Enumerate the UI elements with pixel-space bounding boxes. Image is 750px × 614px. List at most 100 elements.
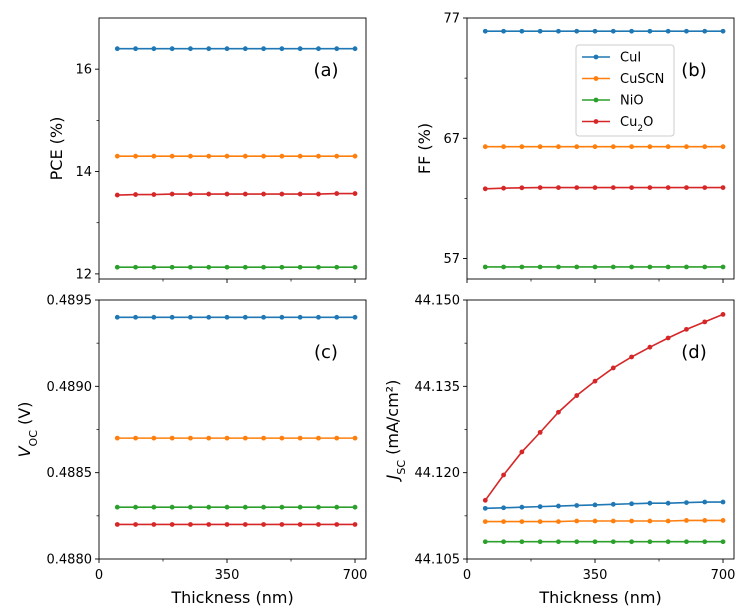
data-point [206,504,212,510]
data-point [684,326,689,332]
data-point [519,144,525,150]
data-point [279,264,285,270]
data-point [261,46,266,52]
y-tick-label: 0.4895 [47,294,93,309]
data-point [334,153,340,159]
data-point [188,435,193,441]
series-line [485,186,724,190]
data-point [279,522,285,527]
series-cu2o [114,522,358,527]
data-point [556,144,561,150]
data-point [316,191,321,197]
data-point [647,539,653,545]
data-point [352,504,358,510]
data-point [169,191,175,197]
data-point [684,539,689,545]
data-point [519,28,525,34]
data-point [665,335,671,341]
data-point [556,185,561,190]
data-point [188,504,193,510]
data-point [702,144,708,150]
x-tick-label: 350 [215,568,240,583]
data-point [647,518,653,524]
data-point [224,191,230,197]
data-point [224,46,230,52]
data-point [574,144,580,150]
y-axis-label: FF (%) [415,123,434,174]
plot-frame [98,299,367,560]
data-point [352,522,358,527]
data-point [242,314,248,320]
legend-swatch-marker [593,119,599,124]
data-point [647,28,653,34]
data-point [242,191,248,197]
data-point [224,264,230,270]
data-point [665,144,671,150]
data-point [316,153,321,159]
data-point [279,435,285,441]
legend-label: Cu2O [620,115,653,134]
data-point [151,435,157,441]
legend-label: CuI [620,51,641,66]
data-point [629,518,634,524]
data-point [169,522,175,527]
data-point [316,46,321,52]
data-point [629,264,634,270]
data-point [610,539,616,545]
data-point [242,435,248,441]
data-point [242,522,248,527]
data-point [519,264,525,270]
data-point [684,144,689,150]
data-point [556,539,561,545]
data-point [482,144,488,150]
data-point [556,28,561,34]
series-line [485,519,724,523]
data-point [610,365,616,371]
x-tick-label: 700 [711,568,736,583]
data-point [574,393,580,398]
data-point [556,519,561,524]
y-axis-label: JSC (mA/cm²) [383,380,408,483]
data-point [519,185,525,191]
series-nio [114,504,358,510]
series-cuscn [114,435,358,441]
data-point [647,500,653,506]
data-point [592,378,598,384]
data-point [482,519,488,524]
data-point [261,504,266,510]
data-point [133,264,138,270]
data-point [519,539,525,545]
data-point [188,264,193,270]
data-point [537,28,543,34]
data-point [537,519,543,524]
series-cui [114,46,358,52]
data-point [169,435,175,441]
data-point [610,144,616,150]
data-point [684,518,689,523]
data-point [519,519,525,524]
data-point [501,185,506,191]
data-point [334,191,340,196]
x-tick-label: 0 [95,568,103,583]
data-point [242,264,248,270]
panel-label: (b) [681,60,706,81]
data-point [114,192,120,198]
panel-label: (a) [313,60,338,81]
data-point [665,28,671,34]
data-point [224,522,230,527]
data-point [279,46,285,52]
y-tick-label: 77 [443,12,460,27]
data-point [133,504,138,510]
data-point [169,46,175,52]
data-point [188,314,193,320]
panel-d: 44.105 44.120 44.135 44.150 0 350 700 JSC (mA/c… [383,294,735,608]
series-nio [114,264,358,270]
panel-a: 12 14 16 PCE (%) (a) [47,17,367,283]
panel-label: (c) [314,342,338,363]
data-point [610,518,616,524]
data-point [647,264,653,270]
y-tick-label: 0.4885 [47,466,93,481]
data-point [334,435,340,441]
data-point [261,264,266,270]
